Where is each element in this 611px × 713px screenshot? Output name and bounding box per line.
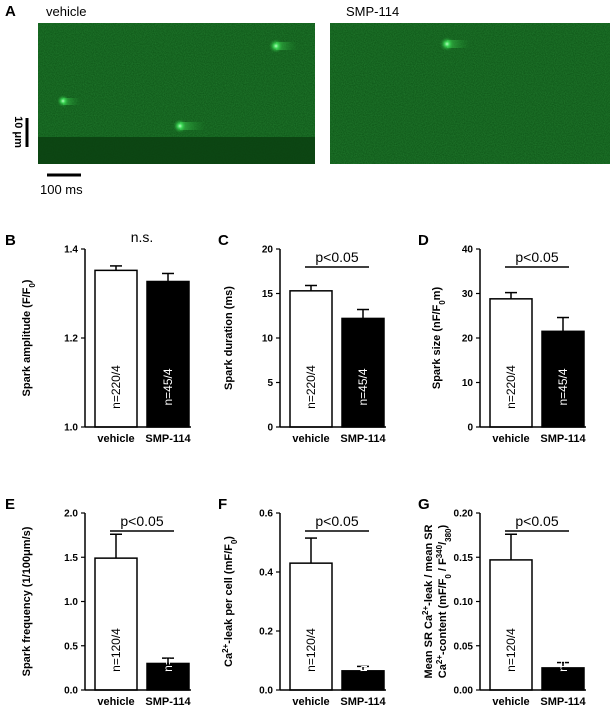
bar-smp <box>341 670 385 691</box>
y-axis-label: Spark amplitude (F/F0) <box>21 279 37 396</box>
chart-b: B 1.0 1.2 1.4 Spark amplitude (F/F0) n=220/4 v… <box>5 229 192 445</box>
y-tick-label: 0.10 <box>454 597 474 608</box>
y-tick-label: 1.2 <box>64 334 78 345</box>
x-category-label: SMP-114 <box>540 696 586 708</box>
y-tick-label: 15 <box>262 289 274 300</box>
y-tick-label: 20 <box>262 245 274 256</box>
y-tick-label: 0.6 <box>259 509 273 520</box>
panel-a: A vehicle <box>5 3 610 197</box>
y-tick-label: 0.0 <box>259 686 273 697</box>
y-axis-label: Mean SR Ca2+-leak / mean SR <box>421 524 436 678</box>
y-tick-label: 0.4 <box>259 568 273 579</box>
y-tick-label: 0 <box>467 423 473 434</box>
y-tick-label: 1.5 <box>64 553 78 564</box>
x-category-label: SMP-114 <box>340 433 386 445</box>
panel-letter-e: E <box>5 496 15 513</box>
chart-e: E 0.0 0.5 1.0 1.5 2.0 Spark frequency (1/100μm… <box>5 496 192 708</box>
y-tick-label: 0.05 <box>454 641 474 652</box>
significance-label: p<0.05 <box>515 513 558 529</box>
y-axis-label-2: Ca2+-content (mF/F0 / F340/380) <box>435 524 453 678</box>
panel-letter-a: A <box>5 3 16 20</box>
y-tick-label: 5 <box>267 378 273 389</box>
linescan-image-vehicle: vehicle <box>38 4 315 164</box>
y-tick-label: 1.0 <box>64 423 78 434</box>
bar-vehicle <box>94 557 138 691</box>
y-tick-label: 0.20 <box>454 509 474 520</box>
x-category-label: vehicle <box>292 696 329 708</box>
n-label: n=121/4 <box>556 628 570 672</box>
n-label: n=45/4 <box>161 368 175 405</box>
y-tick-label: 0.00 <box>454 686 474 697</box>
scale-label-y: 10 μm <box>12 116 24 148</box>
n-label: n=121/4 <box>356 628 370 672</box>
x-category-label: SMP-114 <box>145 696 191 708</box>
n-label: n=45/4 <box>356 368 370 405</box>
n-label: n=120/4 <box>504 628 518 672</box>
linescan-image-smp: SMP-114 <box>330 4 610 164</box>
x-category-label: vehicle <box>292 433 329 445</box>
x-category-label: SMP-114 <box>340 696 386 708</box>
chart-f: F 0.0 0.2 0.4 0.6 Ca2+-leak per cell (mF/F0) n… <box>218 496 387 708</box>
y-tick-label: 0.15 <box>454 553 474 564</box>
y-tick-label: 30 <box>462 289 474 300</box>
significance-label: n.s. <box>131 229 154 245</box>
y-tick-label: 0.5 <box>64 641 78 652</box>
n-label: n=220/4 <box>504 365 518 409</box>
y-tick-label: 20 <box>462 334 474 345</box>
x-category-label: vehicle <box>97 696 134 708</box>
scale-bar-horizontal: 100 ms <box>40 173 83 197</box>
n-label: n=120/4 <box>109 628 123 672</box>
scale-bar-vertical: 10 μm <box>12 116 29 148</box>
y-tick-label: 10 <box>462 378 474 389</box>
vehicle-image-label: vehicle <box>46 4 86 19</box>
n-label: n=45/4 <box>556 368 570 405</box>
bar-vehicle <box>489 559 533 691</box>
x-category-label: vehicle <box>492 696 529 708</box>
smp-image-label: SMP-114 <box>346 4 399 19</box>
n-label: n=121/4 <box>161 628 175 672</box>
y-axis-label: Ca2+-leak per cell (mF/F0) <box>221 536 239 667</box>
n-label: n=220/4 <box>304 365 318 409</box>
x-category-label: SMP-114 <box>145 433 191 445</box>
spark-3 <box>173 119 206 133</box>
x-category-label: vehicle <box>97 433 134 445</box>
significance-label: p<0.05 <box>315 513 358 529</box>
x-category-label: SMP-114 <box>540 433 586 445</box>
scale-label-x: 100 ms <box>40 182 83 197</box>
n-label: n=220/4 <box>109 365 123 409</box>
y-tick-label: 0.0 <box>64 686 78 697</box>
significance-label: p<0.05 <box>120 513 163 529</box>
panel-letter-b: B <box>5 232 16 249</box>
y-tick-label: 2.0 <box>64 509 78 520</box>
y-tick-label: 0 <box>267 423 273 434</box>
y-tick-label: 40 <box>462 245 474 256</box>
chart-c: C 0 5 10 15 20 Spark duration (ms) n=220/4 vehic… <box>218 232 387 445</box>
spark-2 <box>57 95 81 107</box>
panel-letter-f: F <box>218 496 227 513</box>
significance-label: p<0.05 <box>315 249 358 265</box>
chart-d: D 0 10 20 30 40 Spark size (nF/F0m) n=220/4 vehi… <box>418 232 587 445</box>
bar-charts: B 1.0 1.2 1.4 Spark amplitude (F/F0) n=220/4 v… <box>5 229 587 708</box>
y-tick-label: 1.4 <box>64 245 78 256</box>
panel-letter-g: G <box>418 496 430 513</box>
x-category-label: vehicle <box>492 433 529 445</box>
significance-label: p<0.05 <box>515 249 558 265</box>
y-axis-label: Spark duration (ms) <box>223 286 235 390</box>
chart-g: G 0.00 0.05 0.10 0.15 0.20 Mean SR Ca2+-leak /… <box>418 496 587 708</box>
panel-letter-d: D <box>418 232 429 249</box>
spark-1 <box>269 39 298 53</box>
spark-4 <box>440 37 471 51</box>
y-axis-label: Spark frequency (1/100μm/s) <box>21 526 33 676</box>
n-label: n=120/4 <box>304 628 318 672</box>
y-tick-label: 10 <box>262 334 274 345</box>
panel-letter-c: C <box>218 232 229 249</box>
y-tick-label: 0.2 <box>259 627 273 638</box>
y-tick-label: 1.0 <box>64 597 78 608</box>
y-axis-label: Spark size (nF/F0m) <box>431 287 447 390</box>
